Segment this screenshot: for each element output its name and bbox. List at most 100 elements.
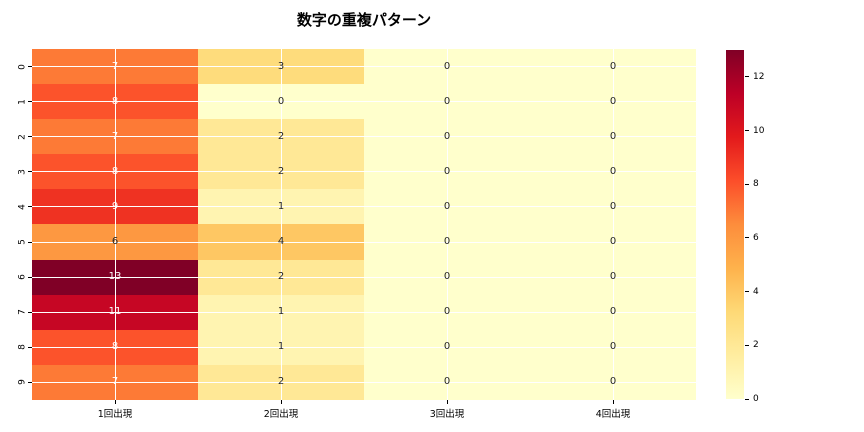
heatmap-grid: 7 3 0 0 8 0 0 0 7 2 0 0 8 2 0 0 9 1 0 0 6 4 0 0 13 2 0 0 11 1 0 0 8 1 0 0 7 2… [32,49,696,400]
y-tick-mark [28,101,32,103]
heatmap-cell: 0 [530,224,696,260]
heatmap-cell: 0 [530,49,696,85]
chart-title: 数字の重複パターン [296,11,432,29]
heatmap-cell: 0 [530,364,696,400]
heatmap-cell: 0 [364,224,530,260]
cell-value: 0 [443,60,451,72]
cell-value: 2 [277,271,285,283]
y-tick-mark [28,381,32,383]
cell-value: 6 [111,236,119,248]
cell-value: 0 [609,236,617,248]
heatmap-cell: 0 [364,84,530,120]
heatmap-cell: 1 [198,329,364,365]
y-tick-mark [28,206,32,208]
cell-value: 0 [609,60,617,72]
cell-value: 2 [277,165,285,177]
cell-value: 4 [277,236,285,248]
y-tick-mark [28,241,32,243]
cell-value: 0 [443,200,451,212]
x-tick-mark [280,400,282,404]
colorbar-tick-label: 6 [753,232,759,243]
cell-value: 1 [277,306,285,318]
colorbar-tick-mark [745,183,749,185]
cell-value: 2 [277,130,285,142]
cell-value: 0 [609,95,617,107]
y-tick-label: 9 [18,379,28,386]
colorbar-tick-label: 0 [753,394,759,404]
heatmap-cell: 13 [32,259,198,295]
y-tick-label: 2 [18,133,28,140]
heatmap-cell: 0 [364,49,530,85]
x-tick-label: 1回出現 [97,409,133,420]
cell-value: 11 [108,306,122,318]
heatmap-cell: 11 [32,294,198,330]
x-axis: 1回出現 2回出現 3回出現 4回出現 [32,400,696,422]
cell-value: 0 [609,306,617,318]
heatmap-cell: 0 [364,294,530,330]
cell-value: 0 [443,341,451,353]
heatmap-cell: 2 [198,119,364,155]
y-tick-mark [28,171,32,173]
heatmap-cell: 0 [530,259,696,295]
heatmap-cell: 0 [364,364,530,400]
heatmap-cell: 0 [530,84,696,120]
cell-value: 0 [609,341,617,353]
y-axis: 0 1 2 3 4 5 6 7 8 9 [0,49,32,400]
colorbar-area: 0 2 4 6 8 10 12 [726,50,796,404]
heatmap-cell: 0 [530,294,696,330]
y-tick-mark [28,346,32,348]
y-tick-label: 4 [18,204,28,210]
cell-value: 0 [443,95,451,107]
y-tick-label: 8 [18,344,28,351]
x-tick-label: 2回出現 [263,409,299,420]
cell-value: 0 [609,271,617,283]
x-tick-mark [114,400,116,404]
heatmap-cell: 0 [364,329,530,365]
cell-value: 3 [277,60,285,72]
heatmap-cell: 7 [32,49,198,85]
cell-value: 0 [443,376,451,388]
cell-value: 0 [443,306,451,318]
y-tick-label: 3 [18,168,28,175]
heatmap-cell: 8 [32,84,198,120]
heatmap-cell: 0 [530,154,696,190]
cell-value: 7 [111,376,119,388]
cell-value: 7 [111,60,119,72]
x-tick-mark [446,400,448,404]
heatmap-cell: 2 [198,154,364,190]
heatmap-cell: 0 [364,154,530,190]
colorbar-tick-label: 10 [753,125,765,136]
cell-value: 0 [609,165,617,177]
colorbar-tick-label: 2 [753,340,759,351]
y-tick-label: 1 [18,98,28,105]
cell-value: 8 [111,95,119,107]
colorbar-tick-label: 8 [753,179,759,190]
y-tick-mark [28,136,32,138]
heatmap-cell: 0 [530,189,696,225]
cell-value: 1 [277,200,285,212]
heatmap-cell: 1 [198,189,364,225]
x-tick-label: 3回出現 [429,409,465,420]
colorbar-tick-label: 12 [753,71,765,82]
cell-value: 0 [443,271,451,283]
cell-value: 8 [111,341,119,353]
heatmap-cell: 0 [364,119,530,155]
colorbar-tick-mark [745,237,749,239]
cell-value: 2 [277,376,285,388]
cell-value: 0 [277,95,285,107]
y-tick-label: 0 [18,63,28,70]
cell-value: 9 [111,200,119,212]
heatmap-cell: 4 [198,224,364,260]
cell-value: 0 [609,200,617,212]
cell-value: 1 [277,341,285,353]
colorbar-gradient [726,50,744,399]
heatmap-cell: 3 [198,49,364,85]
cell-value: 7 [111,130,119,142]
colorbar-tick-mark [745,344,749,346]
heatmap-cell: 0 [364,259,530,295]
heatmap-cell: 8 [32,329,198,365]
cell-value: 8 [111,165,119,177]
heatmap-cell: 2 [198,364,364,400]
cell-value: 0 [609,130,617,142]
